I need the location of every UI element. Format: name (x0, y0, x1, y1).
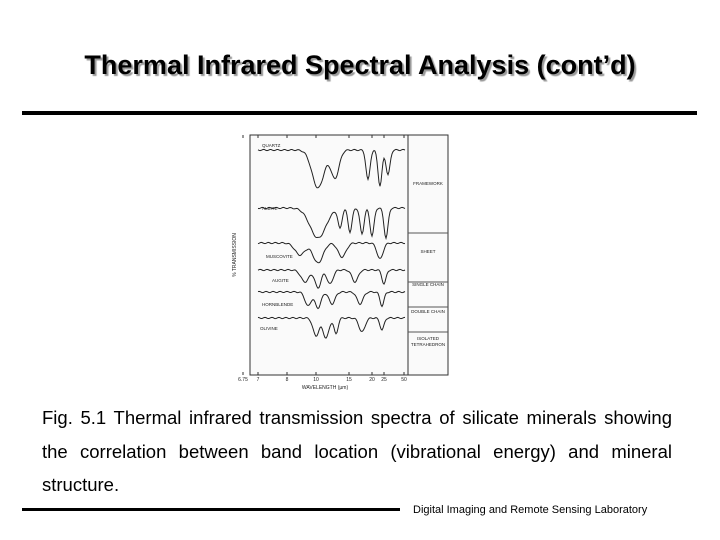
caption: Fig. 5.1 Thermal infrared transmission s… (42, 407, 672, 495)
figure: % TRANSMISSION WAVELENGTH (µm) 6.75 7 8 10 1… (232, 134, 449, 391)
structure-label: ISOLATED TETRAHEDRON (411, 336, 445, 347)
x-tick-label: 15 (346, 377, 352, 383)
spectrum-curve (257, 290, 406, 310)
spectrum-curve (257, 206, 406, 241)
x-tick-label: 50 (401, 377, 407, 383)
slide-title: Thermal Infrared Spectral Analysis (cont… (84, 50, 636, 80)
x-axis-label: WAVELENGTH (µm) (302, 385, 349, 391)
structure-label: SINGLE CHAIN (412, 282, 444, 287)
spectrum-curve (257, 241, 406, 264)
x-tick-label: 6.75 (238, 377, 248, 383)
spectrum-curve (257, 268, 406, 289)
footer: Digital Imaging and Remote Sensing Labor… (413, 504, 648, 516)
mineral-label: MUSCOVITE (266, 254, 293, 259)
x-tick-label: 20 (369, 377, 375, 383)
mineral-label: QUARTZ (262, 143, 281, 148)
structure-label: SHEET (420, 249, 435, 254)
mineral-label: OLIVINE (260, 326, 278, 331)
mineral-label: AUGITE (272, 278, 289, 283)
structure-label: FRAMEWORK (413, 181, 443, 186)
spectrum-curve (257, 316, 406, 339)
x-tick-label: 8 (286, 377, 289, 383)
figure-frame (249, 134, 449, 376)
structure-label: DOUBLE CHAIN (411, 309, 445, 314)
x-tick-label: 25 (381, 377, 387, 383)
footer-rule (22, 508, 400, 511)
spectrum-curve (257, 148, 406, 189)
mineral-label: ALBITE (262, 206, 278, 211)
title-rule (22, 111, 697, 115)
x-tick-label: 7 (257, 377, 260, 383)
x-tick-label: 10 (313, 377, 319, 383)
y-axis-label: % TRANSMISSION (232, 233, 238, 277)
mineral-label: HORNBLENDE (262, 302, 293, 307)
